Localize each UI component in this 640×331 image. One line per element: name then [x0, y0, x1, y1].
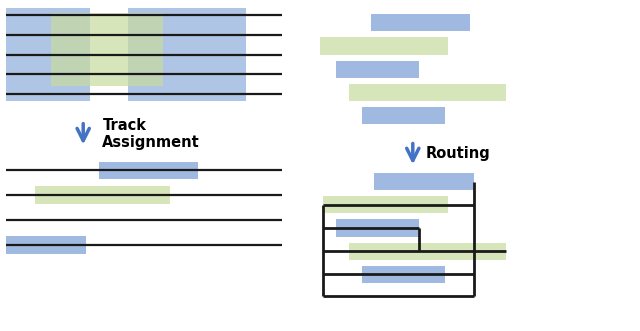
Bar: [6, 8, 90, 101]
Bar: [349, 84, 506, 101]
Bar: [336, 219, 419, 237]
Bar: [336, 61, 419, 78]
Bar: [51, 13, 163, 86]
Text: Routing: Routing: [426, 146, 490, 162]
Bar: [99, 162, 198, 179]
Text: Track
Assignment: Track Assignment: [102, 118, 200, 150]
Bar: [362, 266, 445, 283]
Bar: [320, 37, 448, 55]
Bar: [323, 196, 448, 213]
Bar: [374, 173, 474, 190]
Bar: [35, 186, 170, 204]
Bar: [362, 107, 445, 124]
Bar: [6, 236, 86, 254]
Bar: [349, 243, 506, 260]
Bar: [128, 8, 246, 101]
Bar: [371, 14, 470, 31]
